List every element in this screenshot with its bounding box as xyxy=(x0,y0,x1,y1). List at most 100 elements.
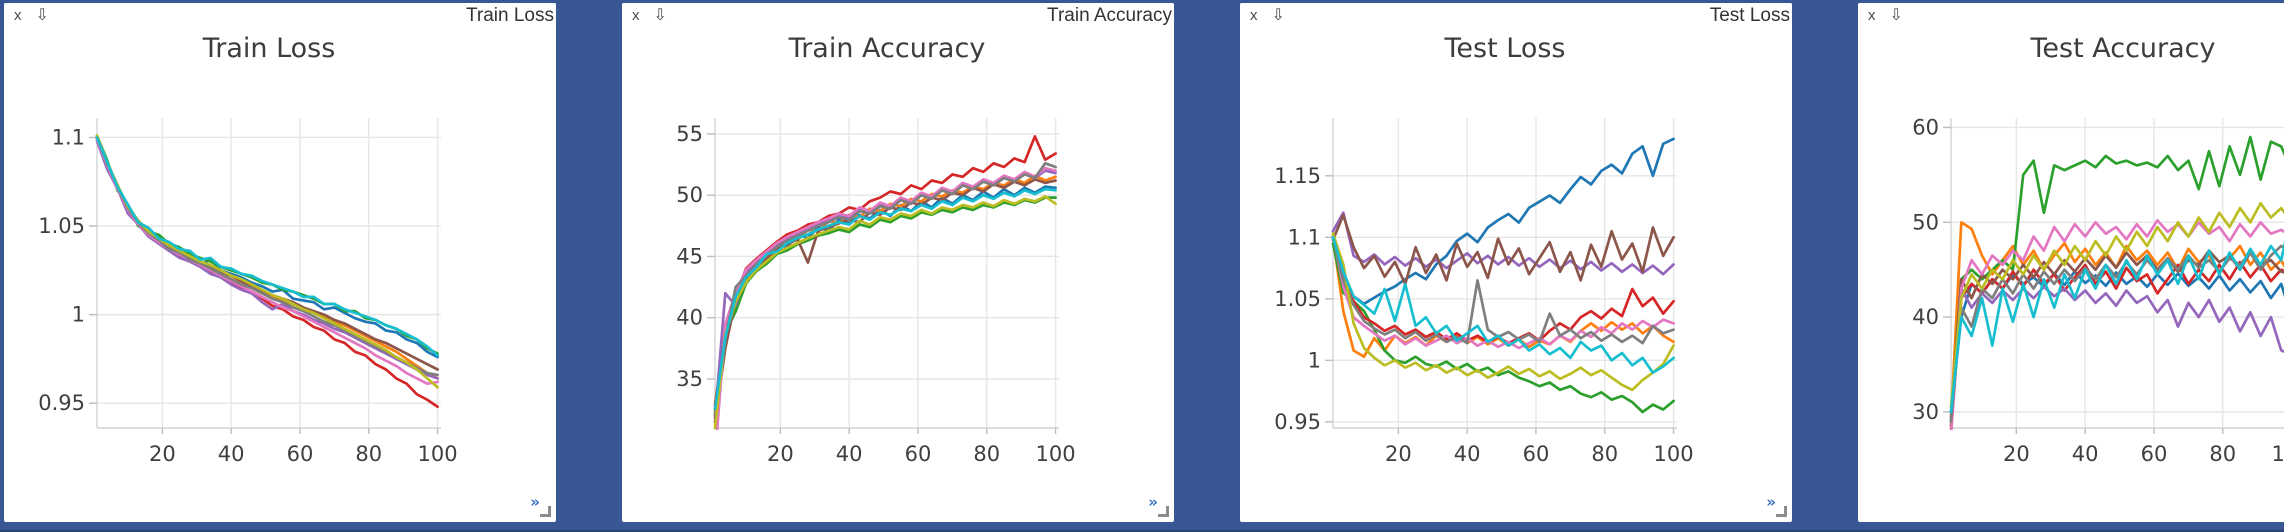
series-line xyxy=(713,195,1057,430)
panel-title: Train Loss xyxy=(466,5,554,26)
x-tick-label: 100 xyxy=(418,442,458,466)
chart-title: Train Accuracy xyxy=(788,33,986,64)
line-chart: 1.15 1.1 1.05 1 0.95 20 40 60 80 100 xyxy=(1274,118,1694,466)
chart-title: Test Loss xyxy=(1444,33,1566,64)
dock-splitter[interactable] xyxy=(578,3,600,520)
series-line xyxy=(1331,213,1675,286)
series-line xyxy=(1331,242,1675,414)
series-line xyxy=(95,136,439,371)
dock-panel-test-loss: x ⇩ Test Loss Test Loss 1.15 1.1 1.05 1 0.95… xyxy=(1240,3,1792,522)
series-line xyxy=(713,187,1057,410)
x-tick-label: 40 xyxy=(2072,442,2099,466)
series-line xyxy=(95,137,439,386)
y-tick-label: 1.05 xyxy=(1274,287,1321,311)
line-chart: 1.1 1.05 1 0.95 20 40 60 80 100 xyxy=(38,118,458,466)
series-line xyxy=(713,196,1057,418)
series-line xyxy=(95,136,439,357)
x-tick-label: 100 xyxy=(1654,442,1694,466)
series-line xyxy=(1949,241,2284,414)
y-tick-label: 1.05 xyxy=(38,214,85,238)
line-chart: 60 50 40 30 20 40 60 80 100 xyxy=(1912,115,2284,466)
series-line xyxy=(715,166,1057,430)
y-tick-label: 1.1 xyxy=(1288,225,1321,249)
close-icon[interactable]: x xyxy=(1868,7,1876,24)
y-tick-label: 40 xyxy=(1912,305,1939,329)
series-line xyxy=(1949,135,2284,418)
y-tick-label: 1.1 xyxy=(52,125,85,149)
x-tick-label: 60 xyxy=(2141,442,2168,466)
series-line xyxy=(713,177,1057,424)
y-tick-label: 55 xyxy=(676,122,703,146)
y-tick-label: 0.95 xyxy=(1274,410,1321,434)
panel-titlebar: x ⇩ Test Accuracy xyxy=(1858,3,2284,29)
y-tick-label: 30 xyxy=(1912,400,1939,424)
series-line xyxy=(1331,235,1675,374)
x-tick-label: 80 xyxy=(355,442,382,466)
x-tick-label: 20 xyxy=(149,442,176,466)
panel-titlebar: x ⇩ Train Loss xyxy=(4,3,556,29)
dock-panel-test-accuracy: x ⇩ Test Accuracy Test Accuracy 60 50 40 30… xyxy=(1858,3,2284,522)
pop-out-icon[interactable]: ⇩ xyxy=(653,7,667,24)
x-tick-label: 80 xyxy=(2209,442,2236,466)
x-tick-label: 20 xyxy=(767,442,794,466)
panel-title: Test Loss xyxy=(1709,5,1790,26)
resize-grip-icon[interactable] xyxy=(1776,506,1787,517)
resize-grip-icon[interactable] xyxy=(1158,506,1169,517)
toolbar-expand-icon[interactable]: » xyxy=(1766,493,1776,511)
resize-grip-icon[interactable] xyxy=(540,506,551,517)
chart-title: Test Accuracy xyxy=(2030,33,2216,64)
pop-out-icon[interactable]: ⇩ xyxy=(1889,7,1903,24)
series-line xyxy=(1949,260,2284,430)
y-tick-label: 1 xyxy=(1308,348,1321,372)
y-tick-label: 50 xyxy=(1912,210,1939,234)
dock-panel-train-loss: x ⇩ Train Loss Train Loss 1.1 1.05 1 0.95 20… xyxy=(4,3,556,522)
pop-out-icon[interactable]: ⇩ xyxy=(35,7,49,24)
chart-title: Train Loss xyxy=(202,33,336,64)
x-tick-label: 40 xyxy=(1454,442,1481,466)
dock-panel-train-accuracy: x ⇩ Train Accuracy Train Accuracy 55 50 45… xyxy=(622,3,1174,522)
x-tick-label: 80 xyxy=(973,442,1000,466)
y-tick-label: 0.95 xyxy=(38,391,85,415)
toolbar-expand-icon[interactable]: » xyxy=(1148,493,1158,511)
series-line xyxy=(1331,137,1675,306)
y-tick-label: 35 xyxy=(676,367,703,391)
close-icon[interactable]: x xyxy=(1250,7,1258,24)
x-tick-label: 100 xyxy=(1036,442,1076,466)
y-tick-label: 1.15 xyxy=(1274,164,1321,188)
close-icon[interactable]: x xyxy=(14,7,22,24)
y-tick-label: 1 xyxy=(72,303,85,327)
series-line xyxy=(95,139,439,380)
series-line xyxy=(1949,285,2284,423)
dock-splitter[interactable] xyxy=(1814,3,1836,520)
toolbar-expand-icon[interactable]: » xyxy=(530,493,540,511)
panel-title: Train Accuracy xyxy=(1047,5,1172,26)
dock-splitter[interactable] xyxy=(1196,3,1218,520)
panel-titlebar: x ⇩ Train Accuracy xyxy=(622,3,1174,29)
y-tick-label: 40 xyxy=(676,306,703,330)
series-line xyxy=(1949,201,2284,409)
x-tick-label: 80 xyxy=(1591,442,1618,466)
series-line xyxy=(713,161,1057,415)
series-line xyxy=(95,136,439,409)
y-tick-label: 50 xyxy=(676,183,703,207)
x-tick-label: 60 xyxy=(287,442,314,466)
x-tick-label: 60 xyxy=(905,442,932,466)
close-icon[interactable]: x xyxy=(632,7,640,24)
series-line xyxy=(1331,235,1675,345)
pop-out-icon[interactable]: ⇩ xyxy=(1271,7,1285,24)
x-tick-label: 40 xyxy=(836,442,863,466)
y-tick-label: 45 xyxy=(676,244,703,268)
series-line xyxy=(95,134,439,389)
series-line xyxy=(95,136,439,377)
x-tick-label: 40 xyxy=(218,442,245,466)
x-tick-label: 20 xyxy=(1385,442,1412,466)
line-chart: 55 50 45 40 35 20 40 60 80 100 xyxy=(676,118,1076,466)
y-tick-label: 60 xyxy=(1912,115,1939,139)
series-line xyxy=(1949,220,2284,423)
x-tick-label: 60 xyxy=(1523,442,1550,466)
series-line xyxy=(95,134,439,355)
series-line xyxy=(1331,211,1675,276)
series-line xyxy=(1331,233,1675,350)
series-line xyxy=(1950,219,2284,430)
